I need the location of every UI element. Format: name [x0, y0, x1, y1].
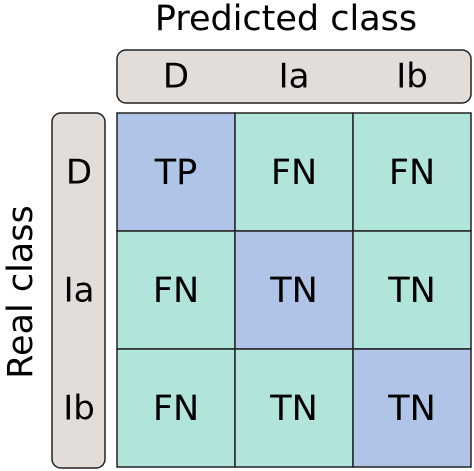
cell-text: FN: [389, 153, 435, 193]
cell: [234, 230, 354, 350]
column-label: Ia: [279, 57, 310, 97]
cell: [352, 230, 472, 350]
row-header-box: [51, 112, 106, 469]
cell-text: TN: [387, 271, 436, 311]
cell: [352, 348, 472, 468]
cell-text: FN: [271, 153, 317, 193]
column-label: Ib: [396, 57, 428, 97]
cell-text: TN: [387, 389, 436, 429]
cell: [352, 112, 472, 232]
column-label: D: [163, 57, 189, 97]
cell-text: FN: [153, 271, 199, 311]
cell-text: TP: [154, 153, 198, 193]
row-label: Ia: [64, 271, 95, 311]
cell-text: FN: [153, 389, 199, 429]
cell-text: TN: [269, 271, 318, 311]
row-label: D: [66, 153, 92, 193]
row-label: Ib: [63, 389, 95, 429]
cell-text: TN: [269, 389, 318, 429]
column-header-box: [116, 49, 472, 104]
row-axis-title: Real class: [1, 205, 41, 378]
column-axis-title: Predicted class: [155, 0, 417, 39]
cell: [116, 230, 236, 350]
cell: [234, 348, 354, 468]
cell: [116, 348, 236, 468]
